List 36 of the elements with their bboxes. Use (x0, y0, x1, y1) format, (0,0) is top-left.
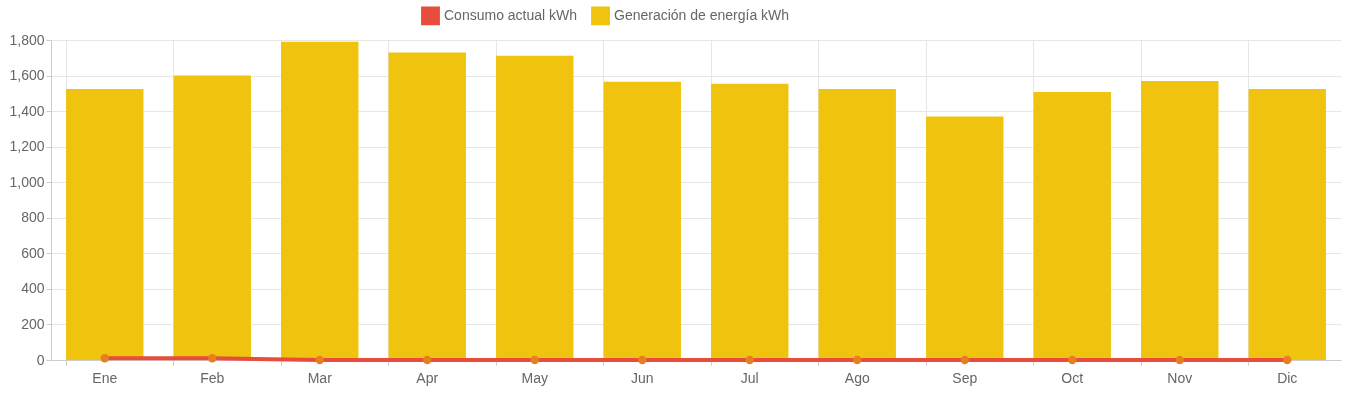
x-tick-label: Jul (740, 369, 759, 386)
bar (496, 55, 574, 360)
y-tick-label: 1,200 (9, 138, 45, 155)
bar (1141, 81, 1219, 360)
bar (388, 52, 466, 360)
bar (926, 116, 1004, 360)
y-tick-label: 0 (36, 351, 45, 368)
y-tick-label: 1,400 (9, 102, 45, 119)
legend-label: Generación de energía kWh (614, 6, 790, 23)
y-tick-label: 800 (21, 209, 45, 226)
x-tick-label: Oct (1061, 369, 1084, 386)
x-tick-label: May (521, 369, 548, 386)
y-tick-label: 1,000 (9, 173, 45, 190)
bar (818, 88, 896, 360)
x-tick-label: Nov (1167, 369, 1193, 386)
y-tick-label: 200 (21, 315, 45, 332)
x-tick-label: Ene (92, 369, 118, 386)
bar (66, 88, 144, 360)
bar (1033, 91, 1111, 360)
bar (603, 81, 681, 360)
x-tick-label: Ago (844, 369, 870, 386)
bar (281, 41, 359, 360)
legend-label: Consumo actual kWh (444, 6, 578, 23)
y-tick-label: 1,600 (9, 67, 45, 84)
y-tick-label: 1,800 (9, 31, 45, 48)
x-tick-label: Apr (416, 369, 439, 386)
bar (1248, 88, 1326, 360)
x-tick-label: Sep (952, 369, 978, 386)
bar (711, 83, 789, 360)
x-tick-label: Jun (630, 369, 654, 386)
x-tick-label: Feb (200, 369, 225, 386)
y-tick-label: 600 (21, 244, 45, 261)
x-tick-label: Dic (1277, 369, 1298, 386)
y-tick-label: 400 (21, 280, 45, 297)
x-tick-label: Mar (307, 369, 333, 386)
bar (173, 75, 251, 360)
